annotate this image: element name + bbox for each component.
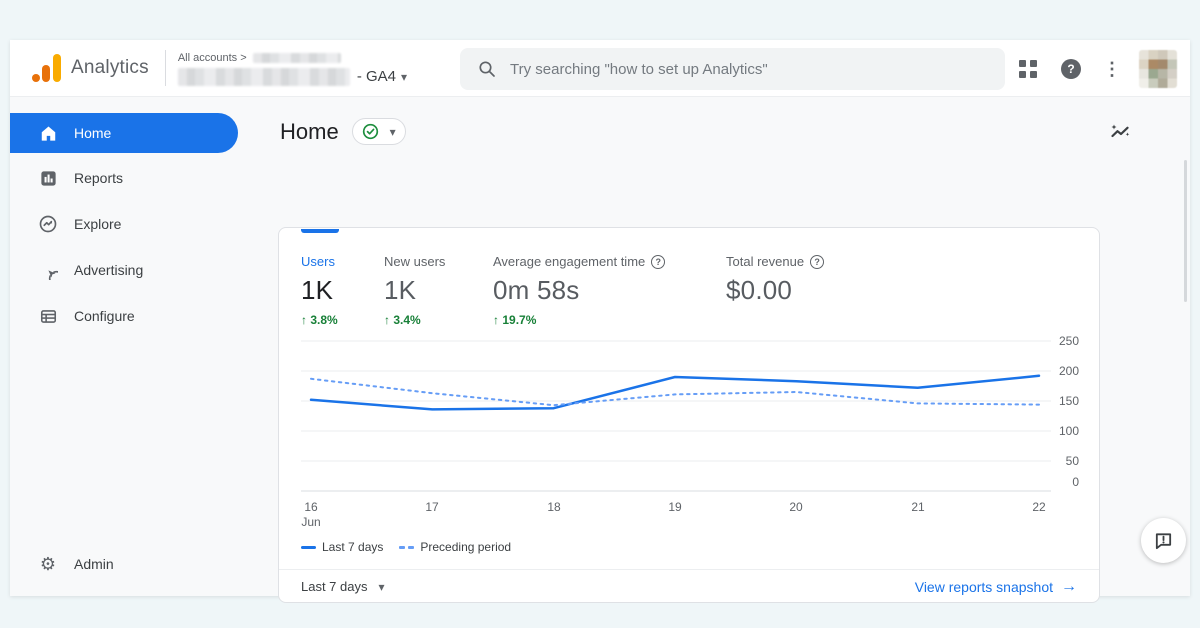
- trend-chart-svg: [301, 340, 1051, 492]
- right-arrow-icon: →: [1061, 577, 1077, 595]
- view-reports-snapshot-link[interactable]: View reports snapshot →: [914, 577, 1077, 595]
- configure-icon: [38, 307, 58, 326]
- sidebar: Home Reports Explore Advertising Configu…: [10, 97, 250, 596]
- x-axis-month-label: Jun: [301, 515, 321, 529]
- metric-avg-engagement-time[interactable]: Average engagement time ? 0m 58s ↑ 19.7%: [493, 254, 726, 327]
- explore-icon: [38, 214, 58, 234]
- property-name-redacted: [177, 67, 350, 86]
- legend-label: Last 7 days: [322, 540, 384, 554]
- metric-value: $0.00: [726, 275, 793, 305]
- x-axis-tick: 16: [304, 500, 318, 514]
- metric-label: Average engagement time ?: [493, 254, 726, 269]
- legend-dashed-line-swatch: [399, 545, 415, 549]
- main-content: Home ▾ Users 1K: [250, 97, 1190, 603]
- reports-icon: [38, 169, 58, 188]
- diagnostics-grid-icon[interactable]: [1019, 59, 1037, 78]
- account-switcher[interactable]: All accounts > - GA4 ▾: [177, 51, 408, 86]
- gear-icon: ⚙: [39, 554, 57, 574]
- overview-card: Users 1K ↑ 3.8% New users 1K ↑ 3.4%: [278, 227, 1100, 603]
- header-divider: [164, 50, 166, 86]
- property-suffix: - GA4: [356, 68, 397, 85]
- page-title: Home: [280, 118, 339, 144]
- x-axis-tick: 19: [668, 500, 682, 514]
- metric-delta: ↑ 3.4%: [384, 313, 421, 327]
- sidebar-item-configure[interactable]: Configure: [10, 296, 238, 336]
- up-arrow-icon: ↑: [301, 313, 307, 327]
- search-input[interactable]: [510, 60, 1005, 78]
- legend-solid-line-swatch: [301, 545, 316, 549]
- metric-value: 1K: [384, 275, 417, 305]
- selected-metric-indicator: [301, 229, 339, 233]
- help-icon[interactable]: ?: [810, 254, 825, 269]
- check-circle-icon: [362, 123, 378, 140]
- y-axis-tick: 200: [1058, 364, 1079, 378]
- avatar[interactable]: [1139, 49, 1177, 88]
- x-axis-tick: 22: [1032, 500, 1046, 514]
- up-arrow-icon: ↑: [384, 313, 390, 327]
- home-icon: [38, 124, 58, 143]
- metric-users[interactable]: Users 1K ↑ 3.8%: [301, 254, 384, 327]
- up-arrow-icon: ↑: [493, 313, 499, 327]
- trend-chart: [279, 333, 1101, 498]
- metric-delta: ↑ 3.8%: [301, 313, 338, 327]
- sidebar-item-home[interactable]: Home: [10, 113, 238, 153]
- x-axis-tick: 18: [547, 500, 561, 514]
- metric-label: Users: [301, 254, 335, 269]
- metrics-row: Users 1K ↑ 3.8% New users 1K ↑ 3.4%: [301, 254, 1077, 327]
- metric-label: Total revenue ?: [726, 254, 825, 269]
- y-axis-tick: 0: [1072, 475, 1079, 489]
- metric-value: 0m 58s: [493, 275, 580, 305]
- sidebar-item-admin[interactable]: ⚙ Admin: [10, 544, 238, 584]
- feedback-icon: [1155, 533, 1172, 550]
- analytics-logo-icon: [32, 54, 61, 82]
- sidebar-item-reports[interactable]: Reports: [10, 158, 238, 198]
- chevron-down-icon: ▾: [401, 69, 408, 84]
- report-status-dropdown[interactable]: ▾: [351, 118, 406, 145]
- chevron-down-icon: ▾: [378, 579, 385, 594]
- more-options-icon[interactable]: ⋮: [1103, 58, 1121, 79]
- help-icon[interactable]: ?: [1061, 58, 1081, 79]
- search-icon: [478, 60, 496, 78]
- date-range-selector[interactable]: Last 7 days ▾: [301, 579, 385, 594]
- advertising-icon: [38, 260, 58, 280]
- account-name-redacted: [252, 52, 341, 63]
- metric-new-users[interactable]: New users 1K ↑ 3.4%: [384, 254, 493, 327]
- sidebar-item-label: Home: [74, 125, 112, 141]
- chevron-down-icon: ▾: [389, 124, 396, 139]
- app-window: Analytics All accounts > - GA4 ▾: [10, 40, 1190, 603]
- metric-value: 1K: [301, 275, 334, 305]
- sidebar-item-label: Configure: [74, 308, 135, 324]
- x-axis-tick: 21: [911, 500, 925, 514]
- help-icon[interactable]: ?: [651, 254, 666, 269]
- sidebar-item-label: Explore: [74, 216, 122, 232]
- y-axis-tick: 250: [1058, 334, 1079, 348]
- insights-button[interactable]: [1108, 120, 1132, 149]
- breadcrumb: All accounts >: [177, 51, 247, 64]
- feedback-button[interactable]: [1141, 518, 1186, 563]
- search-bar[interactable]: [460, 48, 1005, 90]
- sidebar-item-label: Advertising: [74, 262, 144, 278]
- brand-name: Analytics: [71, 57, 149, 78]
- y-axis-tick: 50: [1065, 454, 1079, 468]
- metric-delta: ↑ 19.7%: [493, 313, 537, 327]
- sidebar-item-label: Reports: [74, 170, 124, 186]
- vertical-scrollbar[interactable]: [1184, 160, 1187, 302]
- x-axis-tick: 17: [425, 500, 439, 514]
- analytics-brand: Analytics: [30, 52, 149, 84]
- insights-icon: [1111, 124, 1130, 138]
- y-axis-tick: 150: [1058, 394, 1079, 408]
- top-header: Analytics All accounts > - GA4 ▾: [10, 40, 1190, 97]
- y-axis-tick: 100: [1058, 424, 1079, 438]
- legend-label: Preceding period: [420, 540, 512, 554]
- chart-legend: Last 7 days Preceding period: [301, 540, 511, 554]
- metric-total-revenue[interactable]: Total revenue ? $0.00: [726, 254, 825, 327]
- sidebar-item-label: Admin: [74, 556, 114, 572]
- card-footer: Last 7 days ▾ View reports snapshot →: [279, 569, 1099, 603]
- metric-label: New users: [384, 254, 446, 269]
- sidebar-item-advertising[interactable]: Advertising: [10, 250, 238, 290]
- sidebar-item-explore[interactable]: Explore: [10, 204, 238, 244]
- x-axis-tick: 20: [789, 500, 803, 514]
